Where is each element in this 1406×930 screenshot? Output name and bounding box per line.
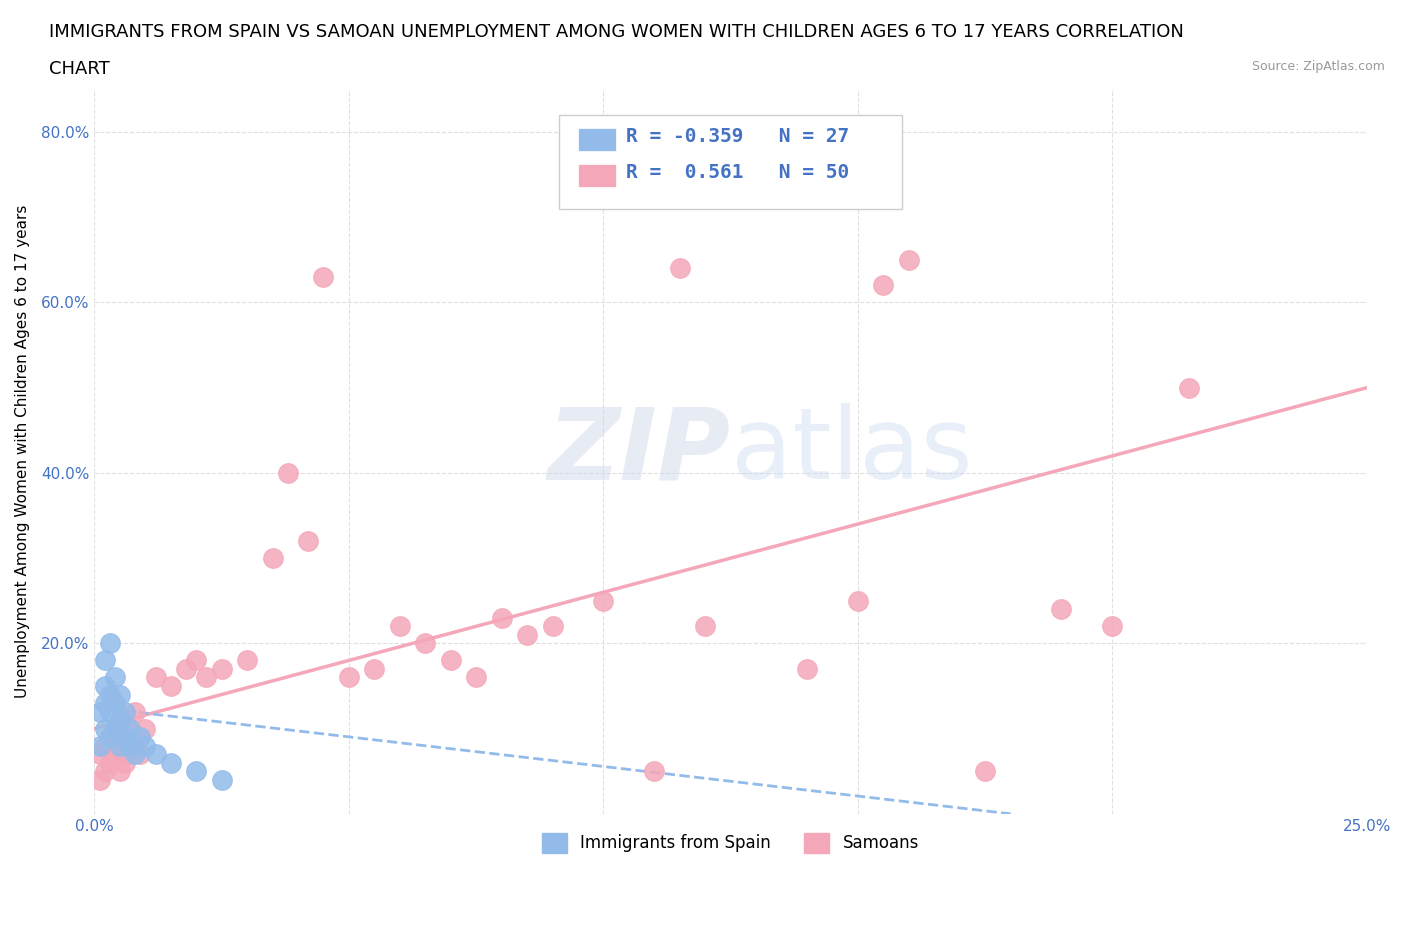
Point <box>129 747 152 762</box>
Point <box>124 747 146 762</box>
Point <box>174 661 197 676</box>
Legend: Immigrants from Spain, Samoans: Immigrants from Spain, Samoans <box>536 826 927 860</box>
Point <box>129 730 152 745</box>
Point <box>186 653 208 668</box>
Point <box>89 704 111 719</box>
Point <box>104 721 127 736</box>
Point <box>108 687 131 702</box>
Point <box>363 661 385 676</box>
Point <box>93 738 115 753</box>
Point <box>98 704 121 719</box>
Point <box>98 730 121 745</box>
Point <box>93 764 115 778</box>
Point <box>388 618 411 633</box>
Point <box>124 704 146 719</box>
Point <box>145 670 167 684</box>
Point <box>104 670 127 684</box>
Point <box>114 730 136 745</box>
Point <box>89 772 111 787</box>
Point <box>846 593 869 608</box>
Point <box>124 738 146 753</box>
Point <box>159 679 181 694</box>
Text: R =  0.561   N = 50: R = 0.561 N = 50 <box>626 164 849 182</box>
Point <box>93 696 115 711</box>
Point <box>93 679 115 694</box>
Point <box>98 755 121 770</box>
Point <box>643 764 665 778</box>
Point <box>465 670 488 684</box>
Point <box>337 670 360 684</box>
Text: ZIP: ZIP <box>548 403 731 500</box>
Point <box>89 747 111 762</box>
Point <box>93 721 115 736</box>
FancyBboxPatch shape <box>578 127 616 151</box>
Point <box>297 534 319 549</box>
Point <box>98 687 121 702</box>
Point <box>114 730 136 745</box>
Point <box>114 755 136 770</box>
Point <box>211 661 233 676</box>
Point <box>211 772 233 787</box>
Point <box>1101 618 1123 633</box>
Point <box>104 747 127 762</box>
Point <box>159 755 181 770</box>
Point <box>145 747 167 762</box>
Point <box>668 261 690 276</box>
Point <box>491 610 513 625</box>
Point <box>541 618 564 633</box>
Point <box>186 764 208 778</box>
Point <box>120 721 142 736</box>
Point <box>89 738 111 753</box>
Text: Source: ZipAtlas.com: Source: ZipAtlas.com <box>1251 60 1385 73</box>
Point <box>104 696 127 711</box>
Point <box>195 670 218 684</box>
Point <box>134 738 156 753</box>
Point <box>592 593 614 608</box>
Point <box>108 738 131 753</box>
Point <box>897 252 920 267</box>
Point <box>236 653 259 668</box>
Point <box>277 466 299 481</box>
Y-axis label: Unemployment Among Women with Children Ages 6 to 17 years: Unemployment Among Women with Children A… <box>15 205 30 698</box>
Point <box>108 738 131 753</box>
Point <box>120 747 142 762</box>
Point <box>312 270 335 285</box>
Point <box>695 618 717 633</box>
Point <box>98 730 121 745</box>
Point <box>440 653 463 668</box>
Point <box>120 738 142 753</box>
Text: atlas: atlas <box>731 403 973 500</box>
Point <box>516 628 538 643</box>
FancyBboxPatch shape <box>578 164 616 187</box>
Point <box>120 721 142 736</box>
Point <box>796 661 818 676</box>
Text: IMMIGRANTS FROM SPAIN VS SAMOAN UNEMPLOYMENT AMONG WOMEN WITH CHILDREN AGES 6 TO: IMMIGRANTS FROM SPAIN VS SAMOAN UNEMPLOY… <box>49 23 1184 41</box>
Point <box>413 636 436 651</box>
Point <box>108 712 131 727</box>
Point <box>108 764 131 778</box>
Point <box>98 636 121 651</box>
FancyBboxPatch shape <box>558 114 903 209</box>
Point <box>1050 602 1073 617</box>
Text: CHART: CHART <box>49 60 110 78</box>
Point <box>134 721 156 736</box>
Point <box>114 704 136 719</box>
Point <box>104 721 127 736</box>
Text: R = -0.359   N = 27: R = -0.359 N = 27 <box>626 127 849 146</box>
Point <box>93 653 115 668</box>
Point <box>974 764 997 778</box>
Point <box>1177 380 1199 395</box>
Point <box>872 278 894 293</box>
Point <box>262 551 284 565</box>
